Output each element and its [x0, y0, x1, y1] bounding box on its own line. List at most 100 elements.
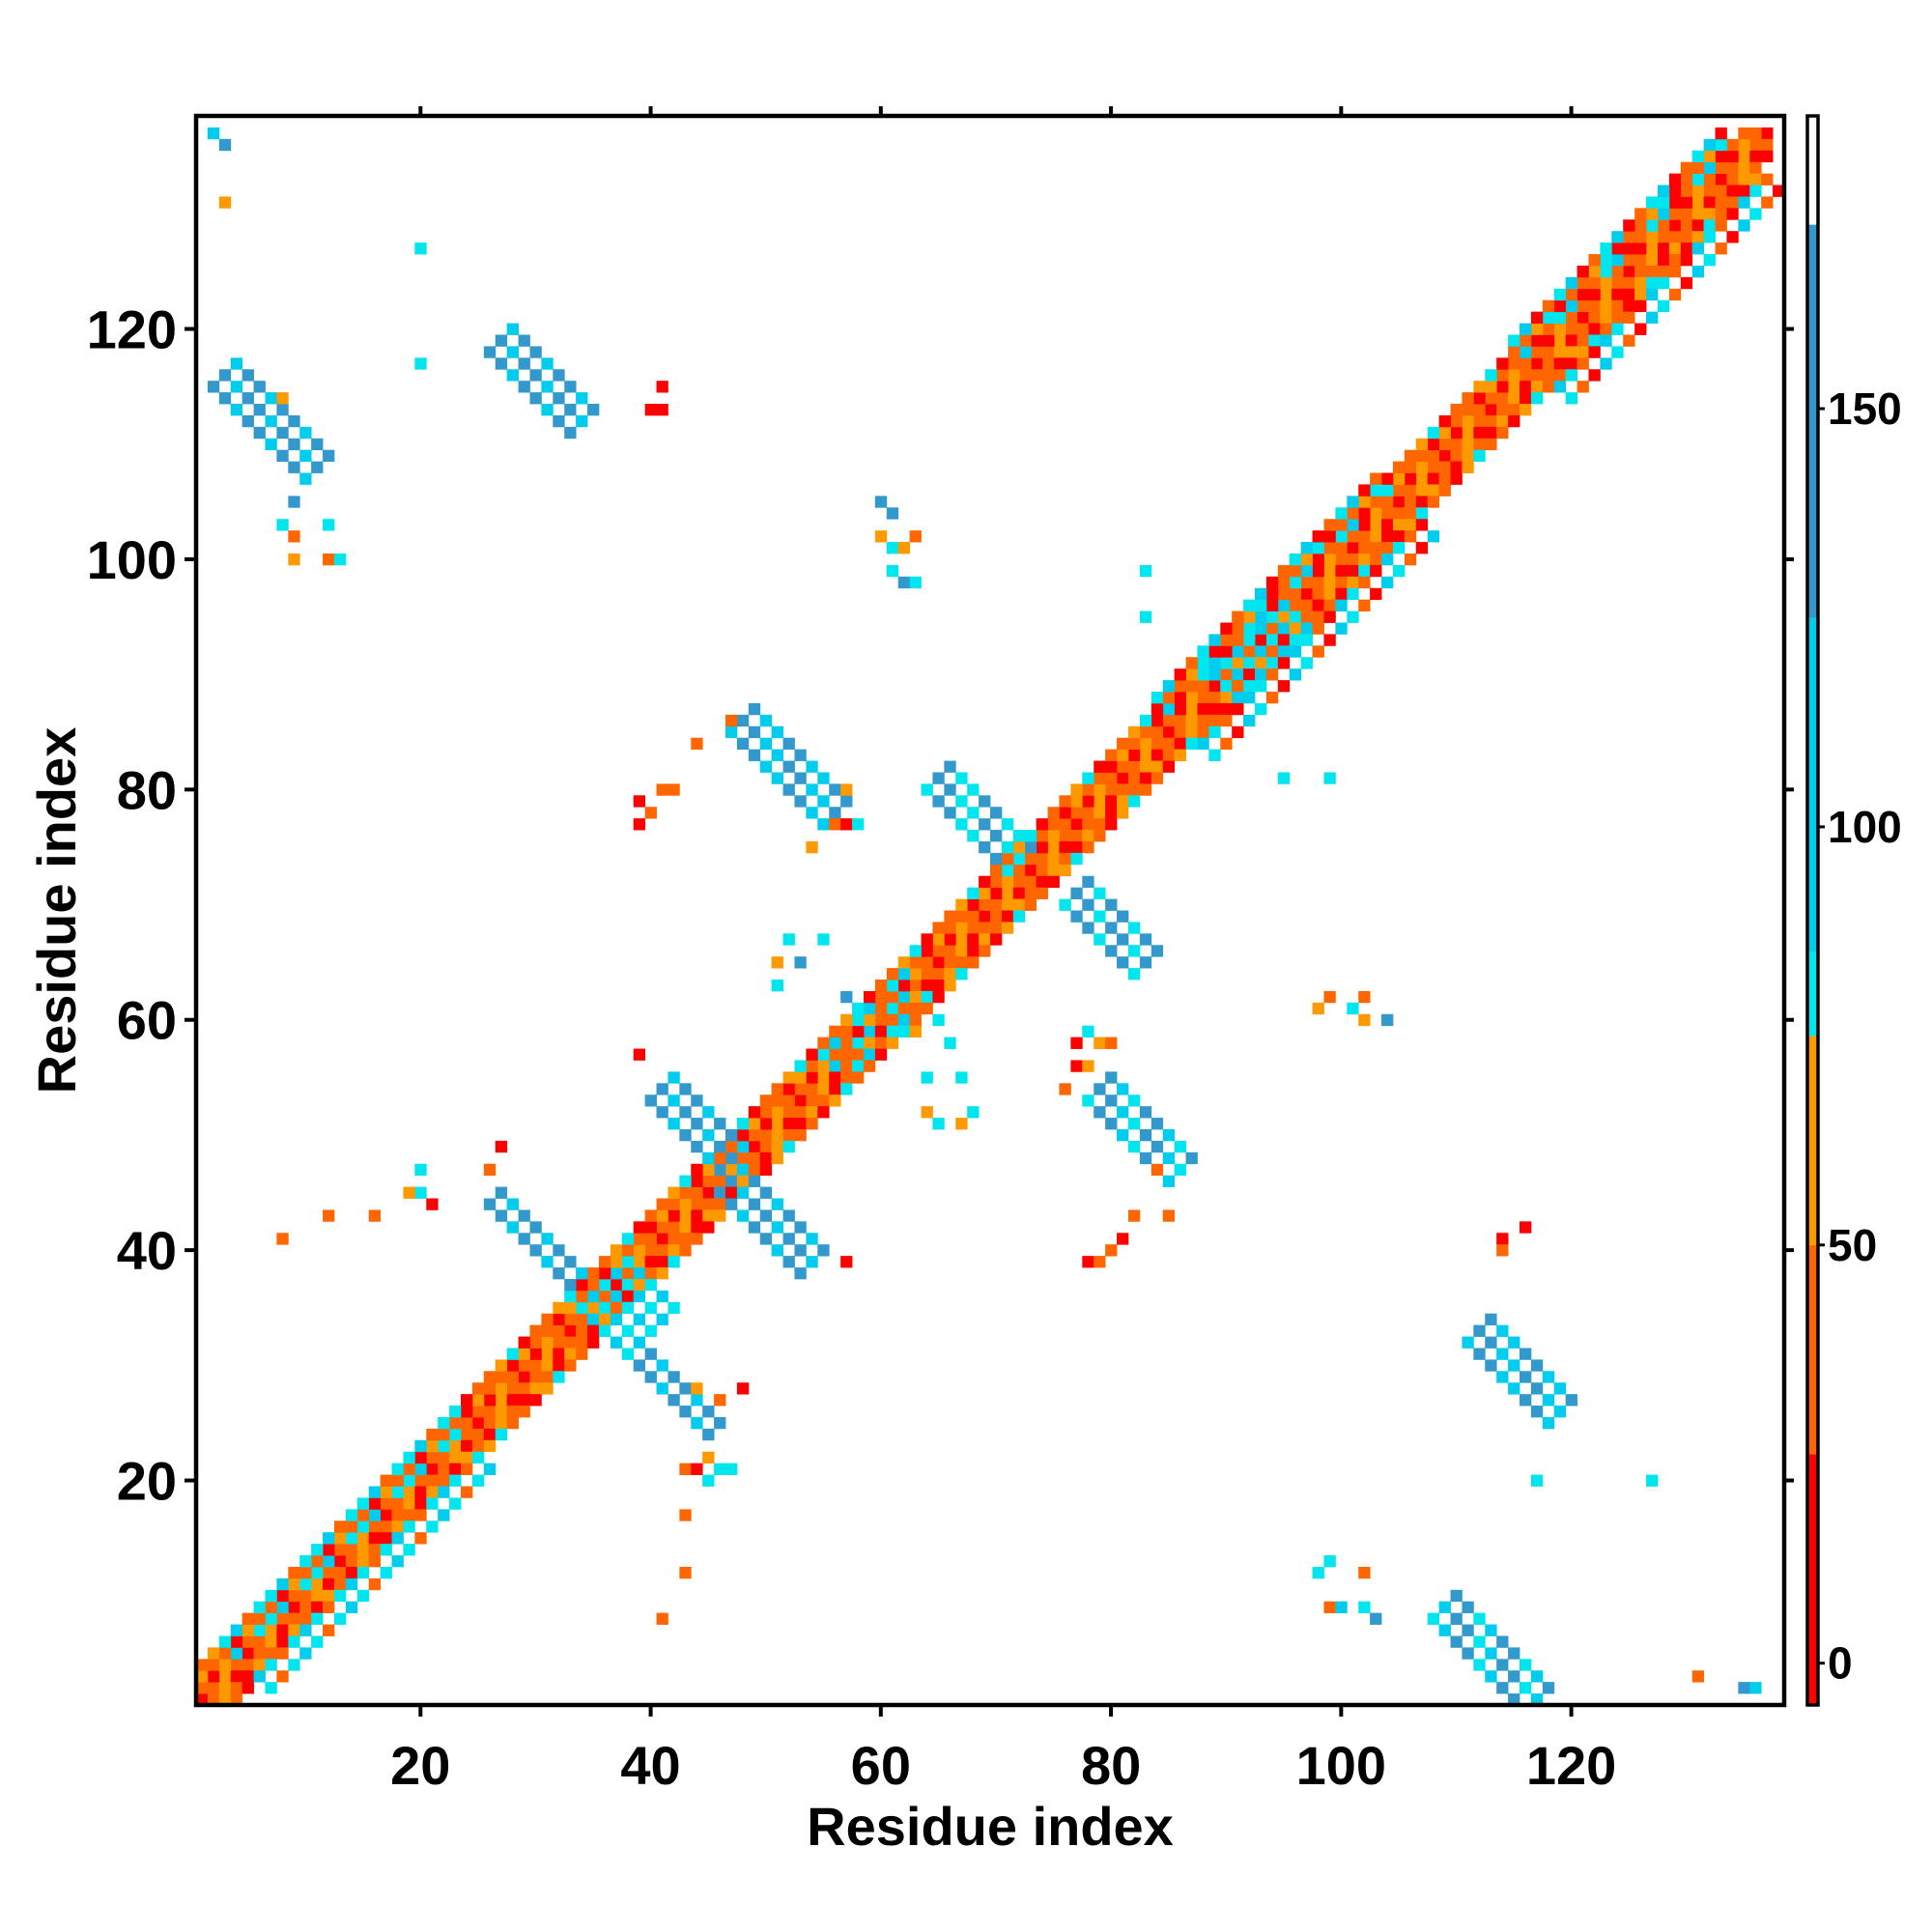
heatmap-cell — [794, 1106, 807, 1119]
heatmap-cell — [932, 1013, 945, 1027]
heatmap-cell — [253, 1647, 266, 1660]
heatmap-cell — [1232, 680, 1244, 693]
heatmap-cell — [253, 1612, 266, 1625]
heatmap-cell — [725, 1186, 738, 1199]
heatmap-cell — [1082, 898, 1094, 911]
heatmap-cell — [748, 1106, 761, 1119]
heatmap-cell — [1323, 599, 1336, 611]
heatmap-cell — [897, 1013, 911, 1027]
heatmap-cell — [691, 1140, 703, 1153]
heatmap-cell — [1105, 898, 1118, 911]
heatmap-cell — [782, 933, 795, 946]
heatmap-cell — [242, 369, 254, 382]
heatmap-cell — [748, 702, 761, 716]
heatmap-cell — [1289, 587, 1302, 601]
heatmap-cell — [1127, 922, 1141, 934]
heatmap-cell — [426, 1451, 439, 1464]
heatmap-cell — [668, 1071, 680, 1084]
heatmap-cell — [253, 381, 266, 393]
heatmap-cell — [979, 910, 991, 923]
heatmap-cell — [299, 1566, 312, 1579]
heatmap-cell — [1668, 288, 1682, 301]
heatmap-cell — [990, 910, 1003, 923]
heatmap-cell — [1496, 381, 1509, 393]
heatmap-cell — [829, 1083, 841, 1095]
heatmap-cell — [1036, 887, 1048, 899]
heatmap-cell — [1520, 357, 1532, 370]
heatmap-cell — [610, 1278, 623, 1292]
heatmap-cell — [1220, 737, 1233, 751]
heatmap-cell — [323, 1544, 335, 1556]
heatmap-cell — [1542, 334, 1555, 347]
heatmap-cell — [1530, 311, 1544, 324]
heatmap-cell — [1657, 242, 1670, 255]
heatmap-cell — [230, 1693, 243, 1706]
heatmap-cell — [1012, 852, 1026, 866]
heatmap-cell — [1127, 968, 1141, 980]
heatmap-cell — [1588, 265, 1601, 278]
heatmap-cell — [897, 576, 911, 589]
heatmap-cell — [576, 414, 588, 428]
heatmap-cell — [253, 1624, 266, 1636]
heatmap-cell — [1300, 587, 1313, 601]
heatmap-cell — [897, 990, 911, 1004]
heatmap-cell — [979, 840, 991, 854]
heatmap-cell — [1208, 702, 1221, 716]
heatmap-cell — [576, 1324, 588, 1337]
heatmap-cell — [656, 1290, 668, 1303]
heatmap-cell — [1611, 288, 1624, 301]
heatmap-cell — [333, 1520, 347, 1533]
heatmap-cell — [1508, 414, 1520, 428]
heatmap-cell — [979, 933, 991, 946]
heatmap-cell — [1127, 945, 1141, 957]
heatmap-cell — [1508, 1359, 1520, 1372]
heatmap-cell — [1047, 864, 1060, 877]
heatmap-cell — [1151, 1140, 1164, 1153]
heatmap-cell — [702, 1106, 715, 1119]
heatmap-cell — [1726, 138, 1739, 152]
heatmap-cell — [748, 1140, 761, 1153]
heatmap-cell — [1094, 807, 1106, 819]
x-tick-label: 20 — [390, 1735, 450, 1796]
heatmap-cell — [461, 1428, 473, 1441]
heatmap-cell — [621, 1244, 635, 1257]
heatmap-cell — [1117, 1106, 1129, 1119]
heatmap-cell — [1381, 576, 1394, 589]
heatmap-cell — [1691, 231, 1705, 243]
heatmap-cell — [1323, 634, 1336, 646]
heatmap-cell — [921, 956, 933, 969]
heatmap-cell — [1450, 426, 1463, 440]
y-tick-label: 100 — [87, 529, 177, 590]
heatmap-cell — [714, 1186, 726, 1199]
heatmap-cell — [553, 392, 565, 405]
colorbar-frame — [1805, 114, 1820, 1707]
heatmap-cell — [829, 818, 841, 831]
heatmap-cell — [806, 1106, 818, 1119]
heatmap-cell — [1703, 254, 1716, 267]
heatmap-cell — [967, 898, 980, 911]
heatmap-cell — [1151, 945, 1164, 957]
heatmap-cell — [576, 1290, 588, 1303]
heatmap-cell — [886, 1002, 899, 1015]
heatmap-cell — [1381, 542, 1394, 554]
heatmap-cell — [1323, 611, 1336, 623]
heatmap-cell — [1530, 323, 1544, 335]
heatmap-cell — [1462, 1647, 1474, 1660]
heatmap-cell — [1715, 242, 1727, 255]
heatmap-cell — [1623, 254, 1635, 267]
heatmap-cell — [806, 840, 818, 854]
heatmap-cell — [380, 1520, 392, 1533]
heatmap-cell — [1542, 1682, 1555, 1694]
heatmap-cell — [817, 795, 830, 808]
heatmap-cell — [1496, 357, 1509, 370]
heatmap-cell — [1082, 783, 1094, 796]
heatmap-cell — [1462, 461, 1474, 473]
heatmap-cell — [782, 1094, 795, 1107]
heatmap-cell — [403, 1544, 415, 1556]
heatmap-cell — [276, 1233, 289, 1245]
heatmap-cell — [345, 1532, 358, 1545]
heatmap-cell — [1139, 564, 1152, 578]
heatmap-cell — [1381, 484, 1394, 497]
heatmap-cell — [1024, 875, 1037, 889]
heatmap-cell — [218, 392, 232, 405]
